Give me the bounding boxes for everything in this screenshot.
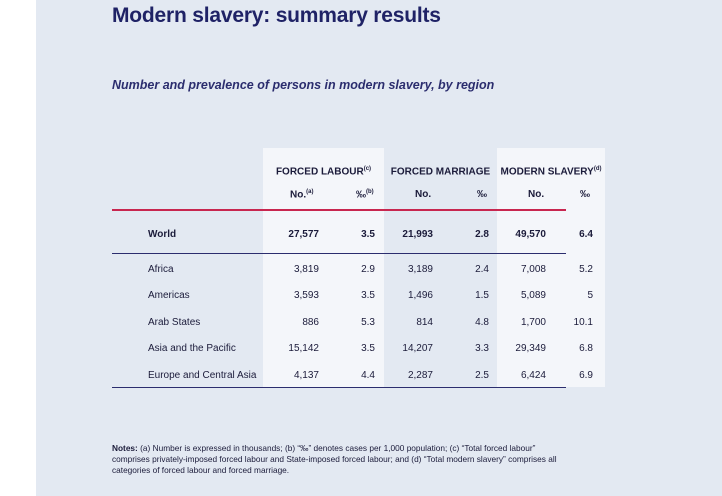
subheader-ms-prevalence: ‰ xyxy=(580,189,590,200)
subheader-note: (b) xyxy=(366,189,374,195)
table-cell: 15,142 xyxy=(288,343,319,354)
table-cell: 2.5 xyxy=(475,370,489,381)
table-cell: 2,287 xyxy=(407,370,433,381)
table-cell: 3.3 xyxy=(475,343,489,354)
subheader-note: (a) xyxy=(306,189,314,195)
forced-labour-column-shade xyxy=(263,148,384,387)
table-bottom-rule xyxy=(112,387,566,388)
table-cell: 49,570 xyxy=(515,229,546,240)
region-label: Europe and Central Asia xyxy=(148,370,257,381)
subheader-fl-prevalence: ‰(b) xyxy=(356,189,374,200)
table-cell: 6.4 xyxy=(579,229,593,240)
group-header-modern-slavery: MODERN SLAVERY(d) xyxy=(497,166,605,177)
group-header-label: MODERN SLAVERY xyxy=(500,166,594,178)
subheader-label: No. xyxy=(528,189,545,200)
table-cell: 5.2 xyxy=(579,264,593,275)
table-notes: Notes: (a) Number is expressed in thousa… xyxy=(112,443,572,476)
table-cell: 29,349 xyxy=(515,343,546,354)
table-caption: Number and prevalence of persons in mode… xyxy=(112,78,495,92)
table-cell: 3.5 xyxy=(361,229,375,240)
table-cell: 1,496 xyxy=(407,290,433,301)
group-header-label: FORCED MARRIAGE xyxy=(390,166,491,178)
group-header-note: (c) xyxy=(363,166,372,172)
notes-label: Notes: xyxy=(112,443,138,453)
subheader-ms-number: No. xyxy=(528,189,544,200)
subheader-fl-number: No.(a) xyxy=(290,189,313,200)
table-cell: 7,008 xyxy=(520,264,546,275)
table-cell: 2.8 xyxy=(475,229,489,240)
group-header-forced-marriage: FORCED MARRIAGE xyxy=(384,166,497,177)
subheader-label: No. xyxy=(415,189,432,200)
table-cell: 5.3 xyxy=(361,317,375,328)
header-rule xyxy=(112,209,566,211)
world-rule xyxy=(112,253,566,254)
table-cell: 886 xyxy=(302,317,319,328)
table-cell: 814 xyxy=(416,317,433,328)
table-cell: 6.9 xyxy=(579,370,593,381)
subheader-label: ‰ xyxy=(356,189,366,201)
table-cell: 27,577 xyxy=(288,229,319,240)
region-label: Asia and the Pacific xyxy=(148,343,236,354)
table-cell: 6,424 xyxy=(520,370,546,381)
table-cell: 3,593 xyxy=(293,290,319,301)
notes-text: (a) Number is expressed in thousands; (b… xyxy=(112,443,557,475)
region-label: Africa xyxy=(148,264,174,275)
table-cell: 6.8 xyxy=(579,343,593,354)
world-region: World xyxy=(148,229,177,240)
region-label: Arab States xyxy=(148,317,201,328)
table-cell: 4.8 xyxy=(475,317,489,328)
table-cell: 5 xyxy=(587,290,593,301)
table-cell: 2.4 xyxy=(475,264,489,275)
table-cell: 5,089 xyxy=(520,290,546,301)
table-cell: 3,819 xyxy=(293,264,319,275)
table-cell: 21,993 xyxy=(402,229,433,240)
subheader-label: ‰ xyxy=(477,189,487,200)
table-cell: 14,207 xyxy=(402,343,433,354)
modern-slavery-column-shade xyxy=(497,148,605,387)
table-cell: 3.5 xyxy=(361,290,375,301)
table-cell: 4.4 xyxy=(361,370,375,381)
subheader-fm-number: No. xyxy=(415,189,431,200)
table-cell: 4,137 xyxy=(293,370,319,381)
group-header-note: (d) xyxy=(593,166,602,172)
subheader-label: No. xyxy=(290,189,307,201)
table-cell: 1,700 xyxy=(520,317,546,328)
table-cell: 1.5 xyxy=(475,290,489,301)
region-label: Americas xyxy=(148,290,190,301)
table-cell: 2.9 xyxy=(361,264,375,275)
table-cell: 3,189 xyxy=(407,264,433,275)
subheader-label: ‰ xyxy=(580,189,590,200)
page-title: Modern slavery: summary results xyxy=(112,4,441,27)
group-header-forced-labour: FORCED LABOUR(c) xyxy=(263,166,384,177)
table-cell: 10.1 xyxy=(573,317,593,328)
subheader-fm-prevalence: ‰ xyxy=(477,189,487,200)
table-cell: 3.5 xyxy=(361,343,375,354)
group-header-label: FORCED LABOUR xyxy=(275,166,364,178)
